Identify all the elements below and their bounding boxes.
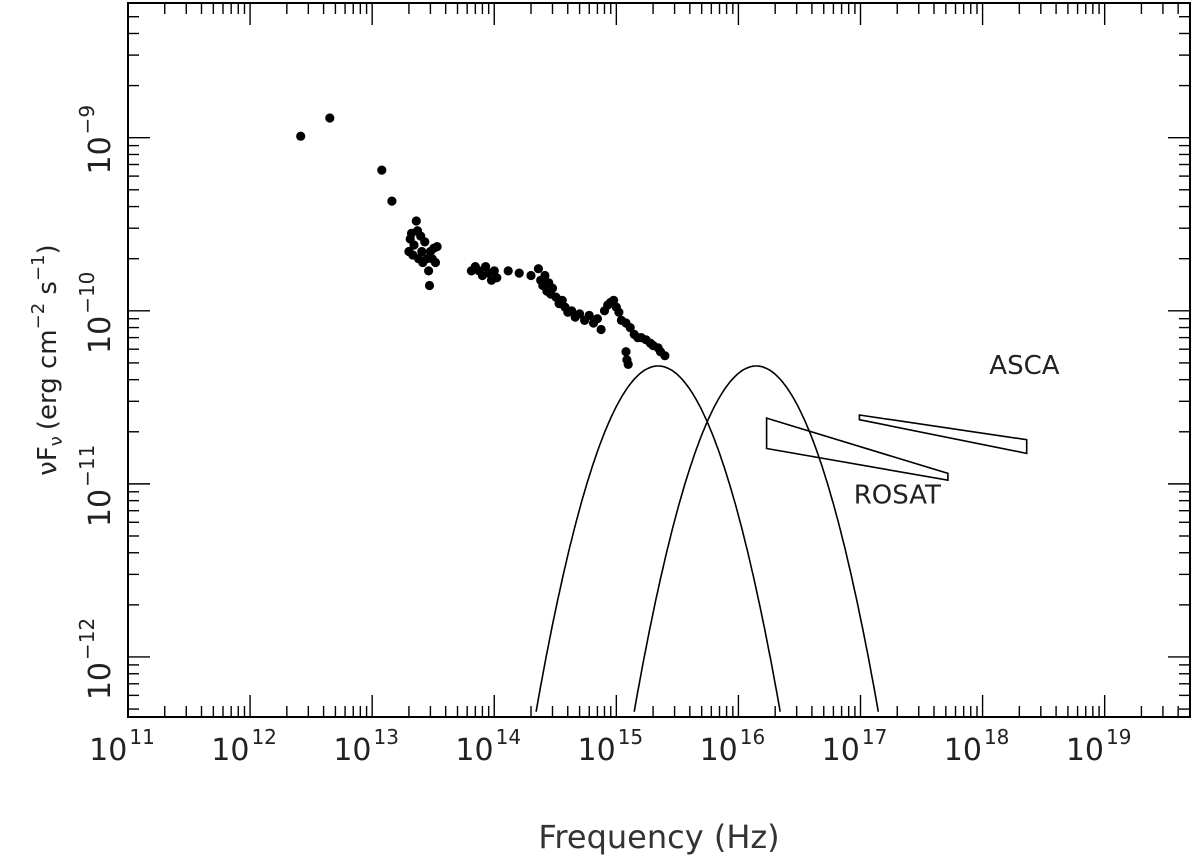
x-tick-exponent: 19 bbox=[1106, 725, 1131, 749]
data-point bbox=[533, 264, 544, 274]
y-tick-exponent: −12 bbox=[75, 618, 99, 660]
data-point bbox=[526, 270, 536, 281]
y-tick-base: 10 bbox=[83, 662, 118, 700]
x-tick-exponent: 16 bbox=[740, 725, 765, 749]
y-tick-exponent: −10 bbox=[75, 272, 99, 314]
x-tick-base: 10 bbox=[333, 733, 371, 768]
x-tick-label: 10 14 bbox=[455, 725, 521, 768]
x-tick-label: 10 12 bbox=[211, 725, 277, 768]
x-tick-exponent: 11 bbox=[129, 725, 154, 749]
x-tick-label: 10 17 bbox=[822, 725, 888, 768]
data-point bbox=[409, 240, 419, 250]
data-point bbox=[325, 113, 335, 123]
data-point bbox=[420, 237, 430, 247]
x-tick-exponent: 18 bbox=[984, 725, 1009, 749]
annotation-asca: ASCA bbox=[989, 351, 1059, 381]
data-point bbox=[614, 307, 624, 317]
model-curve bbox=[535, 365, 781, 712]
xray-bowties bbox=[765, 414, 1028, 482]
x-tick-label: 10 15 bbox=[578, 725, 644, 768]
y-tick-label: 10−10 bbox=[75, 272, 118, 354]
x-tick-base: 10 bbox=[89, 733, 127, 768]
x-tick-base: 10 bbox=[211, 733, 249, 768]
data-point bbox=[503, 266, 513, 276]
x-axis-label: Frequency (Hz) bbox=[538, 818, 779, 856]
x-tick-label: 10 19 bbox=[1066, 725, 1132, 768]
y-tick-label: 10−12 bbox=[75, 618, 118, 700]
data-point bbox=[424, 280, 435, 291]
data-point bbox=[547, 283, 558, 293]
x-tick-base: 10 bbox=[1066, 733, 1104, 768]
x-tick-label: 10 18 bbox=[944, 725, 1010, 768]
y-label-exp1: −2 bbox=[28, 303, 49, 330]
y-label-subscript: ν bbox=[46, 436, 67, 446]
data-point bbox=[623, 359, 633, 369]
data-point bbox=[296, 131, 306, 141]
x-tick-exponent: 13 bbox=[374, 725, 399, 749]
x-tick-exponent: 15 bbox=[618, 725, 643, 749]
x-tick-base: 10 bbox=[455, 733, 493, 768]
data-point bbox=[417, 246, 427, 257]
annotations: ASCA ROSAT bbox=[854, 351, 1060, 510]
y-label-unit-mid: s bbox=[33, 281, 63, 303]
axis-ticks bbox=[127, 3, 1191, 717]
x-tick-label: 10 13 bbox=[333, 725, 399, 768]
data-point bbox=[625, 323, 635, 333]
y-tick-base: 10 bbox=[83, 489, 118, 527]
x-tick-labels: 10 11 10 12 10 13 10 14 10 15 10 16 10 17 10 18 10 19 bbox=[89, 725, 1131, 768]
x-tick-label: 10 11 bbox=[89, 725, 155, 768]
data-point bbox=[592, 314, 603, 324]
data-point bbox=[377, 165, 387, 175]
y-tick-exponent: −9 bbox=[75, 105, 99, 134]
data-point bbox=[621, 347, 631, 357]
x-tick-exponent: 14 bbox=[496, 725, 521, 749]
x-tick-base: 10 bbox=[822, 733, 860, 768]
data-point bbox=[575, 309, 585, 319]
y-label-unit-open: (erg cm bbox=[33, 329, 63, 430]
data-point bbox=[540, 270, 550, 281]
data-point bbox=[432, 242, 442, 252]
y-tick-label: 10−9 bbox=[75, 105, 118, 175]
x-tick-exponent: 12 bbox=[251, 725, 276, 749]
model-curve bbox=[633, 365, 880, 712]
data-point bbox=[387, 196, 397, 206]
data-point bbox=[489, 266, 499, 276]
y-tick-base: 10 bbox=[83, 136, 118, 174]
data-point bbox=[514, 268, 524, 278]
x-tick-label: 10 16 bbox=[700, 725, 766, 768]
x-tick-exponent: 17 bbox=[862, 725, 887, 749]
x-tick-base: 10 bbox=[944, 733, 982, 768]
data-point bbox=[584, 310, 594, 320]
data-point bbox=[660, 351, 670, 361]
y-label-symbol: νF bbox=[33, 446, 63, 475]
model-curves bbox=[535, 365, 880, 712]
y-tick-exponent: −11 bbox=[75, 445, 99, 487]
annotation-rosat: ROSAT bbox=[854, 481, 941, 511]
data-point bbox=[430, 257, 441, 268]
data-point bbox=[411, 216, 421, 226]
y-label-exp2: −1 bbox=[28, 254, 49, 281]
y-tick-base: 10 bbox=[83, 316, 118, 354]
y-axis-label: νFν (erg cm−2 s−1) bbox=[28, 244, 67, 475]
data-point bbox=[596, 324, 606, 335]
y-tick-label: 10−11 bbox=[75, 445, 118, 527]
data-point bbox=[424, 266, 434, 276]
bowtie-rosat bbox=[765, 417, 949, 482]
x-tick-base: 10 bbox=[700, 733, 738, 768]
data-point bbox=[492, 273, 502, 283]
x-tick-base: 10 bbox=[578, 733, 616, 768]
data-points bbox=[296, 113, 670, 369]
plot-frame bbox=[127, 2, 1191, 718]
bowtie-asca bbox=[858, 414, 1028, 455]
y-label-unit-close: ) bbox=[33, 244, 63, 254]
